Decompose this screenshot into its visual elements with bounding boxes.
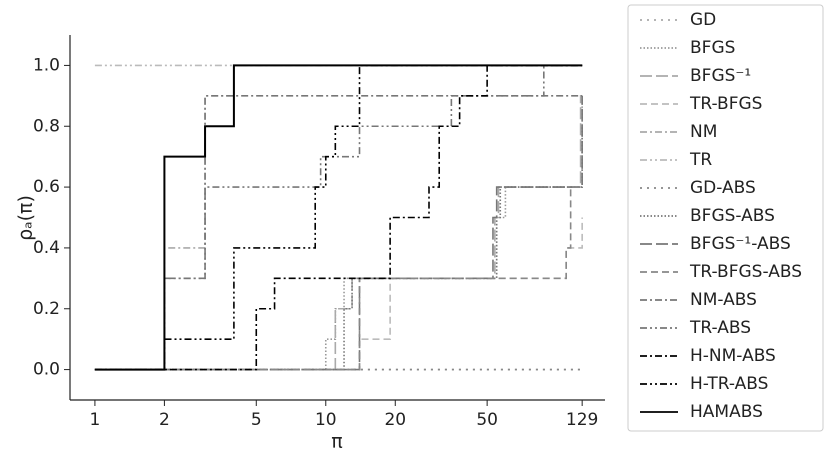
y-axis-label: ρₐ(π)	[15, 195, 37, 241]
legend-label: TR-BFGS-ABS	[689, 262, 802, 282]
y-tick-label: 0.4	[33, 238, 60, 258]
legend-label: H-NM-ABS	[690, 346, 776, 366]
y-tick-label: 0.0	[33, 360, 60, 380]
series-line	[94, 64, 583, 371]
x-tick-label: 2	[159, 410, 170, 430]
series-line	[94, 64, 583, 371]
legend-box	[627, 4, 824, 432]
legend-label: TR-BFGS	[689, 94, 762, 114]
x-tick-label: 20	[384, 410, 406, 430]
y-tick-label: 0.8	[33, 116, 60, 136]
legend-label: GD	[690, 10, 716, 30]
series-line	[94, 64, 583, 371]
y-tick-label: 0.6	[33, 177, 60, 197]
series-line	[94, 95, 583, 371]
legend-label: H-TR-ABS	[690, 374, 768, 394]
legend-label: GD-ABS	[690, 178, 756, 198]
series-line	[94, 64, 583, 371]
x-tick-label: 129	[566, 410, 598, 430]
legend-label: NM-ABS	[690, 290, 757, 310]
series-line	[94, 186, 583, 371]
series-line	[94, 126, 583, 371]
legend-label: NM	[690, 122, 717, 142]
series-line	[94, 64, 583, 371]
legend-label: BFGS	[690, 38, 735, 58]
series-line	[94, 95, 583, 371]
legend-label: TR-ABS	[689, 318, 751, 338]
legend-label: TR	[689, 150, 712, 170]
legend-label: BFGS-ABS	[690, 206, 775, 226]
x-tick-label: 1	[89, 410, 100, 430]
x-tick-label: 10	[315, 410, 337, 430]
legend-label: HAMABS	[690, 402, 763, 422]
y-tick-label: 1.0	[33, 55, 60, 75]
y-tick-label: 0.2	[33, 299, 60, 319]
series-line	[94, 95, 583, 371]
series-line	[94, 217, 583, 371]
series-line	[94, 95, 583, 371]
legend-label: BFGS⁻¹	[690, 66, 751, 86]
x-axis-label: π	[331, 431, 342, 453]
x-tick-label: 50	[476, 410, 498, 430]
legend-label: BFGS⁻¹-ABS	[690, 234, 791, 254]
x-tick-label: 5	[251, 410, 262, 430]
